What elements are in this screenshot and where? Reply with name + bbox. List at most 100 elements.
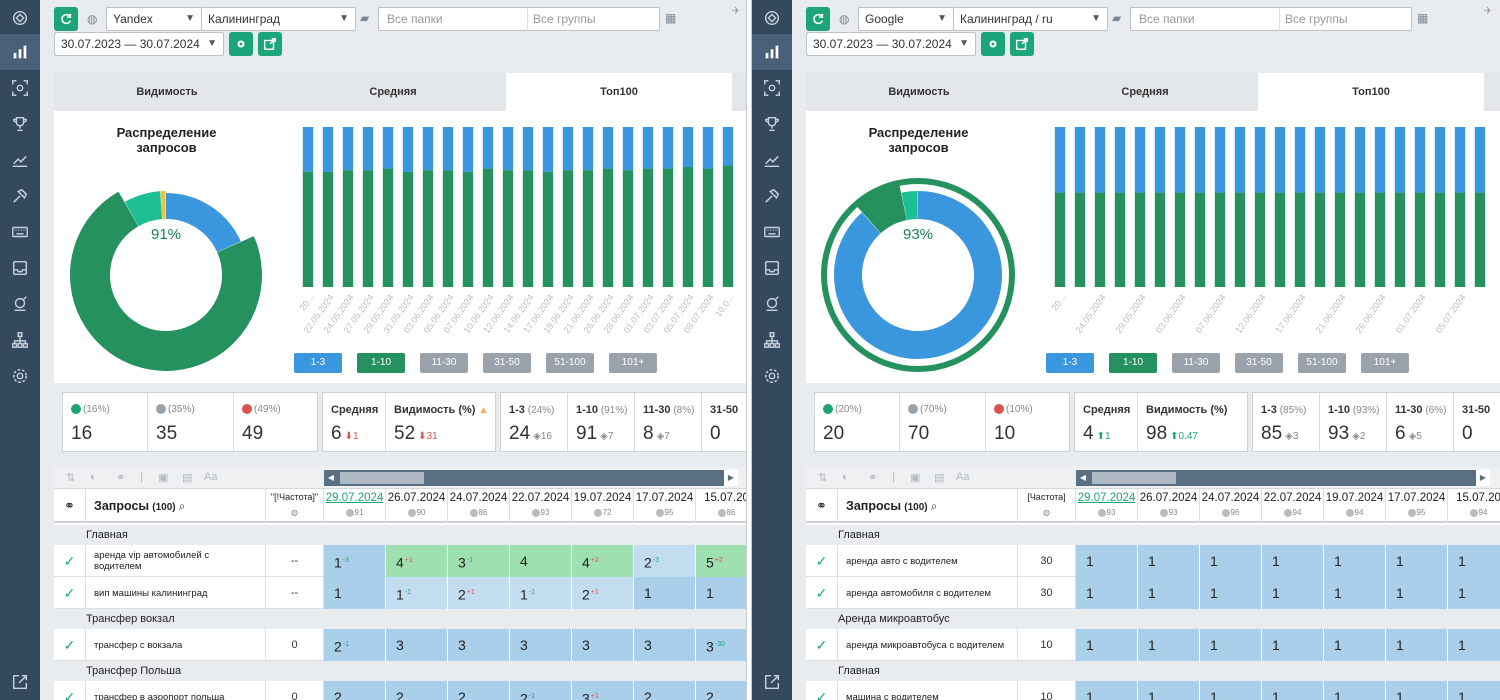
position-cell[interactable]: 1 (1138, 681, 1200, 700)
position-cell[interactable]: 1 (1324, 629, 1386, 661)
position-cell[interactable]: 3 (510, 629, 572, 661)
position-cell[interactable]: 1 (1076, 577, 1138, 609)
position-cell[interactable]: 1 (696, 577, 750, 609)
table-row[interactable]: ✓ аренда авто с водителем 30 1 1 1 1 1 1 1 (806, 545, 1500, 577)
refresh-button[interactable] (806, 7, 830, 31)
toggle-icon[interactable]: ◐ (90, 471, 97, 483)
position-cell[interactable]: 3 (448, 629, 510, 661)
group-header[interactable]: Главная (54, 525, 750, 545)
queries-column-header[interactable]: Запросы (100) ⌕ (86, 489, 266, 523)
external-link-icon[interactable] (752, 664, 792, 700)
position-cell[interactable]: 3-30 (696, 629, 750, 661)
settings-button[interactable] (981, 32, 1005, 56)
legend-item[interactable]: 1-3 (1046, 353, 1094, 373)
frequency-column-header[interactable]: "[!Частота]" ◍ (266, 489, 324, 523)
export-button[interactable] (1010, 32, 1034, 56)
position-cell[interactable]: 2 (634, 681, 696, 700)
date-column-header[interactable]: 15.07.20 86 (696, 489, 750, 523)
position-cell[interactable]: 2 (448, 681, 510, 700)
position-cell[interactable]: 2+1 (448, 577, 510, 609)
bar-chart-icon[interactable] (0, 34, 40, 70)
position-cell[interactable]: 1 (1386, 629, 1448, 661)
frequency-column-header[interactable]: [Частота] ◍ (1018, 489, 1076, 523)
scroll-thumb[interactable] (340, 472, 424, 484)
tab-top100[interactable]: Топ100 (1258, 73, 1484, 111)
position-cell[interactable]: 1 (1138, 545, 1200, 577)
position-cell[interactable]: 3-1 (448, 545, 510, 577)
scroll-right-arrow[interactable]: ▶ (724, 470, 738, 486)
tab-average[interactable]: Средняя (369, 86, 417, 98)
position-cell[interactable]: 1 (1076, 681, 1138, 700)
search-icon[interactable]: ⌕ (930, 501, 938, 513)
position-cell[interactable]: 1 (1324, 545, 1386, 577)
analytics-icon[interactable] (0, 286, 40, 322)
check-icon[interactable]: ✓ (54, 681, 86, 700)
search-icon[interactable]: ⌕ (178, 501, 186, 513)
horizontal-scrollbar[interactable]: ◀ ▶ (324, 470, 738, 486)
position-cell[interactable]: 1 (1200, 681, 1262, 700)
position-cell[interactable]: 1 (1262, 545, 1324, 577)
group-header[interactable]: Аренда микроавтобус (806, 609, 1500, 629)
position-cell[interactable]: 5+2 (696, 545, 750, 577)
position-cell[interactable]: 1 (1324, 577, 1386, 609)
position-cell[interactable]: 1 (1200, 577, 1262, 609)
scroll-left-arrow[interactable]: ◀ (327, 473, 335, 482)
text-size-icon[interactable]: Aa (956, 471, 970, 483)
sitemap-icon[interactable] (752, 322, 792, 358)
date-column-header[interactable]: 19.07.2024 72 (572, 489, 634, 523)
engine-select[interactable]: Yandex ▼ (106, 7, 202, 31)
date-column-header[interactable]: 26.07.2024 90 (386, 489, 448, 523)
export-button[interactable] (258, 32, 282, 56)
inbox-icon[interactable] (752, 250, 792, 286)
scan-icon[interactable] (752, 70, 792, 106)
sitemap-icon[interactable] (0, 322, 40, 358)
position-cell[interactable]: 3+1 (572, 681, 634, 700)
legend-item[interactable]: 101+ (609, 353, 657, 373)
table-row[interactable]: ✓ трансфер в аэропорт польша 0 2 2 2 2-1 3+1 2 2 (54, 681, 750, 700)
calendar-icon[interactable]: ▦ (1417, 11, 1429, 25)
date-column-header[interactable]: 22.07.2024 93 (510, 489, 572, 523)
hammer-icon[interactable] (752, 178, 792, 214)
position-cell[interactable]: 1 (1200, 545, 1262, 577)
legend-item[interactable]: 1-3 (294, 353, 342, 373)
position-cell[interactable]: 1 (1448, 577, 1500, 609)
inbox-icon[interactable] (0, 250, 40, 286)
position-cell[interactable]: 3 (634, 629, 696, 661)
tab-top100[interactable]: Топ100 (506, 73, 732, 111)
group-header[interactable]: Трансфер вокзал (54, 609, 750, 629)
date-range-select[interactable]: 30.07.2023 — 30.07.2024 ▼ (806, 32, 976, 56)
pin-icon[interactable]: ✈ (1484, 6, 1493, 17)
legend-item[interactable]: 11-30 (420, 353, 468, 373)
calendar-icon[interactable]: ▦ (665, 11, 677, 25)
external-link-icon[interactable] (0, 664, 40, 700)
position-cell[interactable]: 1 (1386, 545, 1448, 577)
text-size-icon[interactable]: Aa (204, 471, 218, 483)
scroll-right-arrow[interactable]: ▶ (1476, 470, 1490, 486)
toggle-icon[interactable]: ◐ (842, 471, 849, 483)
check-icon[interactable]: ✓ (54, 629, 86, 661)
date-column-header[interactable]: 17.07.2024 95 (1386, 489, 1448, 523)
legend-item[interactable]: 51-100 (1298, 353, 1346, 373)
settings-button[interactable] (229, 32, 253, 56)
check-icon[interactable]: ✓ (54, 577, 86, 609)
table-row[interactable]: ✓ трансфер с вокзала 0 2-1 3 3 3 3 3 3-30 (54, 629, 750, 661)
bar-chart-icon[interactable] (752, 34, 792, 70)
check-icon[interactable]: ✓ (806, 577, 838, 609)
position-cell[interactable]: 2-1 (324, 629, 386, 661)
position-cell[interactable]: 2 (386, 681, 448, 700)
trophy-icon[interactable] (752, 106, 792, 142)
position-cell[interactable]: 1 (1138, 629, 1200, 661)
image-icon[interactable]: ▤ (934, 472, 945, 484)
position-cell[interactable]: 1-1 (386, 577, 448, 609)
date-column-header[interactable]: 15.07.20 94 (1448, 489, 1500, 523)
link-icon[interactable]: ⚭ (868, 472, 878, 484)
engine-select[interactable]: Google ▼ (858, 7, 954, 31)
position-cell[interactable]: 4+1 (386, 545, 448, 577)
trophy-icon[interactable] (0, 106, 40, 142)
keyboard-icon[interactable] (0, 214, 40, 250)
position-cell[interactable]: 2-3 (634, 545, 696, 577)
tab-visibility[interactable]: Видимость (136, 86, 198, 98)
legend-item[interactable]: 51-100 (546, 353, 594, 373)
sort-icon[interactable]: ⇅ (818, 472, 828, 484)
check-icon[interactable]: ✓ (806, 545, 838, 577)
